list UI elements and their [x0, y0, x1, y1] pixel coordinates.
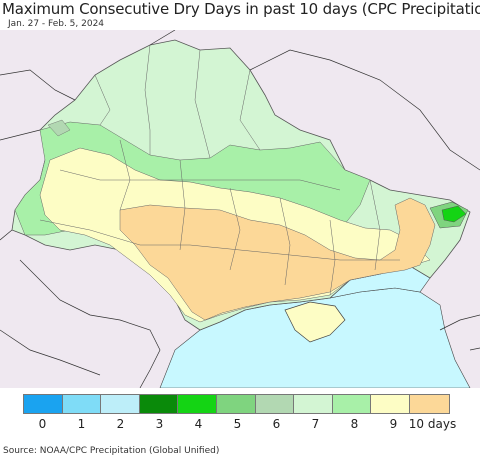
- legend-label-1: 1: [77, 417, 86, 431]
- legend-swatch-0: [24, 395, 63, 413]
- legend-swatch-10: [409, 395, 449, 413]
- legend-swatch-3: [139, 395, 179, 413]
- source-note: Source: NOAA/CPC Precipitation (Global U…: [3, 446, 220, 456]
- map-panel: [0, 29, 480, 389]
- legend-swatch-8: [332, 395, 372, 413]
- legend-label-3: 3: [155, 417, 164, 431]
- legend-label-9: 9: [389, 417, 398, 431]
- legend-label-8: 8: [350, 417, 359, 431]
- legend-label-2: 2: [116, 417, 125, 431]
- oblast-borders: [39, 44, 400, 296]
- legend-ticks: 0 1 2 3 4 5 6 7 8 9 10 days: [23, 417, 457, 433]
- legend: 0 1 2 3 4 5 6 7 8 9 10 days: [0, 392, 480, 440]
- patch-6-days: [47, 119, 71, 137]
- legend-swatch-4: [178, 395, 217, 413]
- legend-label-4: 4: [194, 417, 203, 431]
- legend-label-6: 6: [272, 417, 281, 431]
- country-borders: [0, 29, 480, 389]
- spot-4-days: [441, 205, 467, 223]
- legend-label-5: 5: [233, 417, 242, 431]
- legend-swatches: [23, 394, 450, 414]
- legend-swatch-9: [371, 395, 410, 413]
- legend-swatch-2: [101, 395, 140, 413]
- crimea: [284, 301, 346, 343]
- legend-swatch-6: [255, 395, 295, 413]
- legend-label-0: 0: [38, 417, 47, 431]
- map-title: Maximum Consecutive Dry Days in past 10 …: [2, 0, 480, 18]
- legend-label-10: 10 days: [408, 417, 457, 431]
- legend-swatch-7: [294, 395, 333, 413]
- legend-swatch-5: [216, 395, 256, 413]
- date-range: Jan. 27 - Feb. 5, 2024: [8, 19, 105, 29]
- legend-swatch-1: [62, 395, 102, 413]
- legend-label-7: 7: [311, 417, 320, 431]
- precipitation-map: [0, 29, 480, 389]
- region-10-days: [119, 197, 436, 321]
